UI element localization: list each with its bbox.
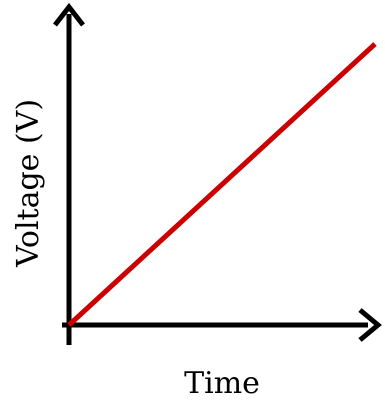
series-layer xyxy=(67,42,377,327)
y-axis-arrowhead xyxy=(53,2,85,27)
series-line-1 xyxy=(67,42,377,327)
y-axis-label: Voltage (V) xyxy=(11,99,46,268)
x-axis-arrowhead xyxy=(358,308,382,342)
x-axis-label: Time xyxy=(184,366,260,401)
